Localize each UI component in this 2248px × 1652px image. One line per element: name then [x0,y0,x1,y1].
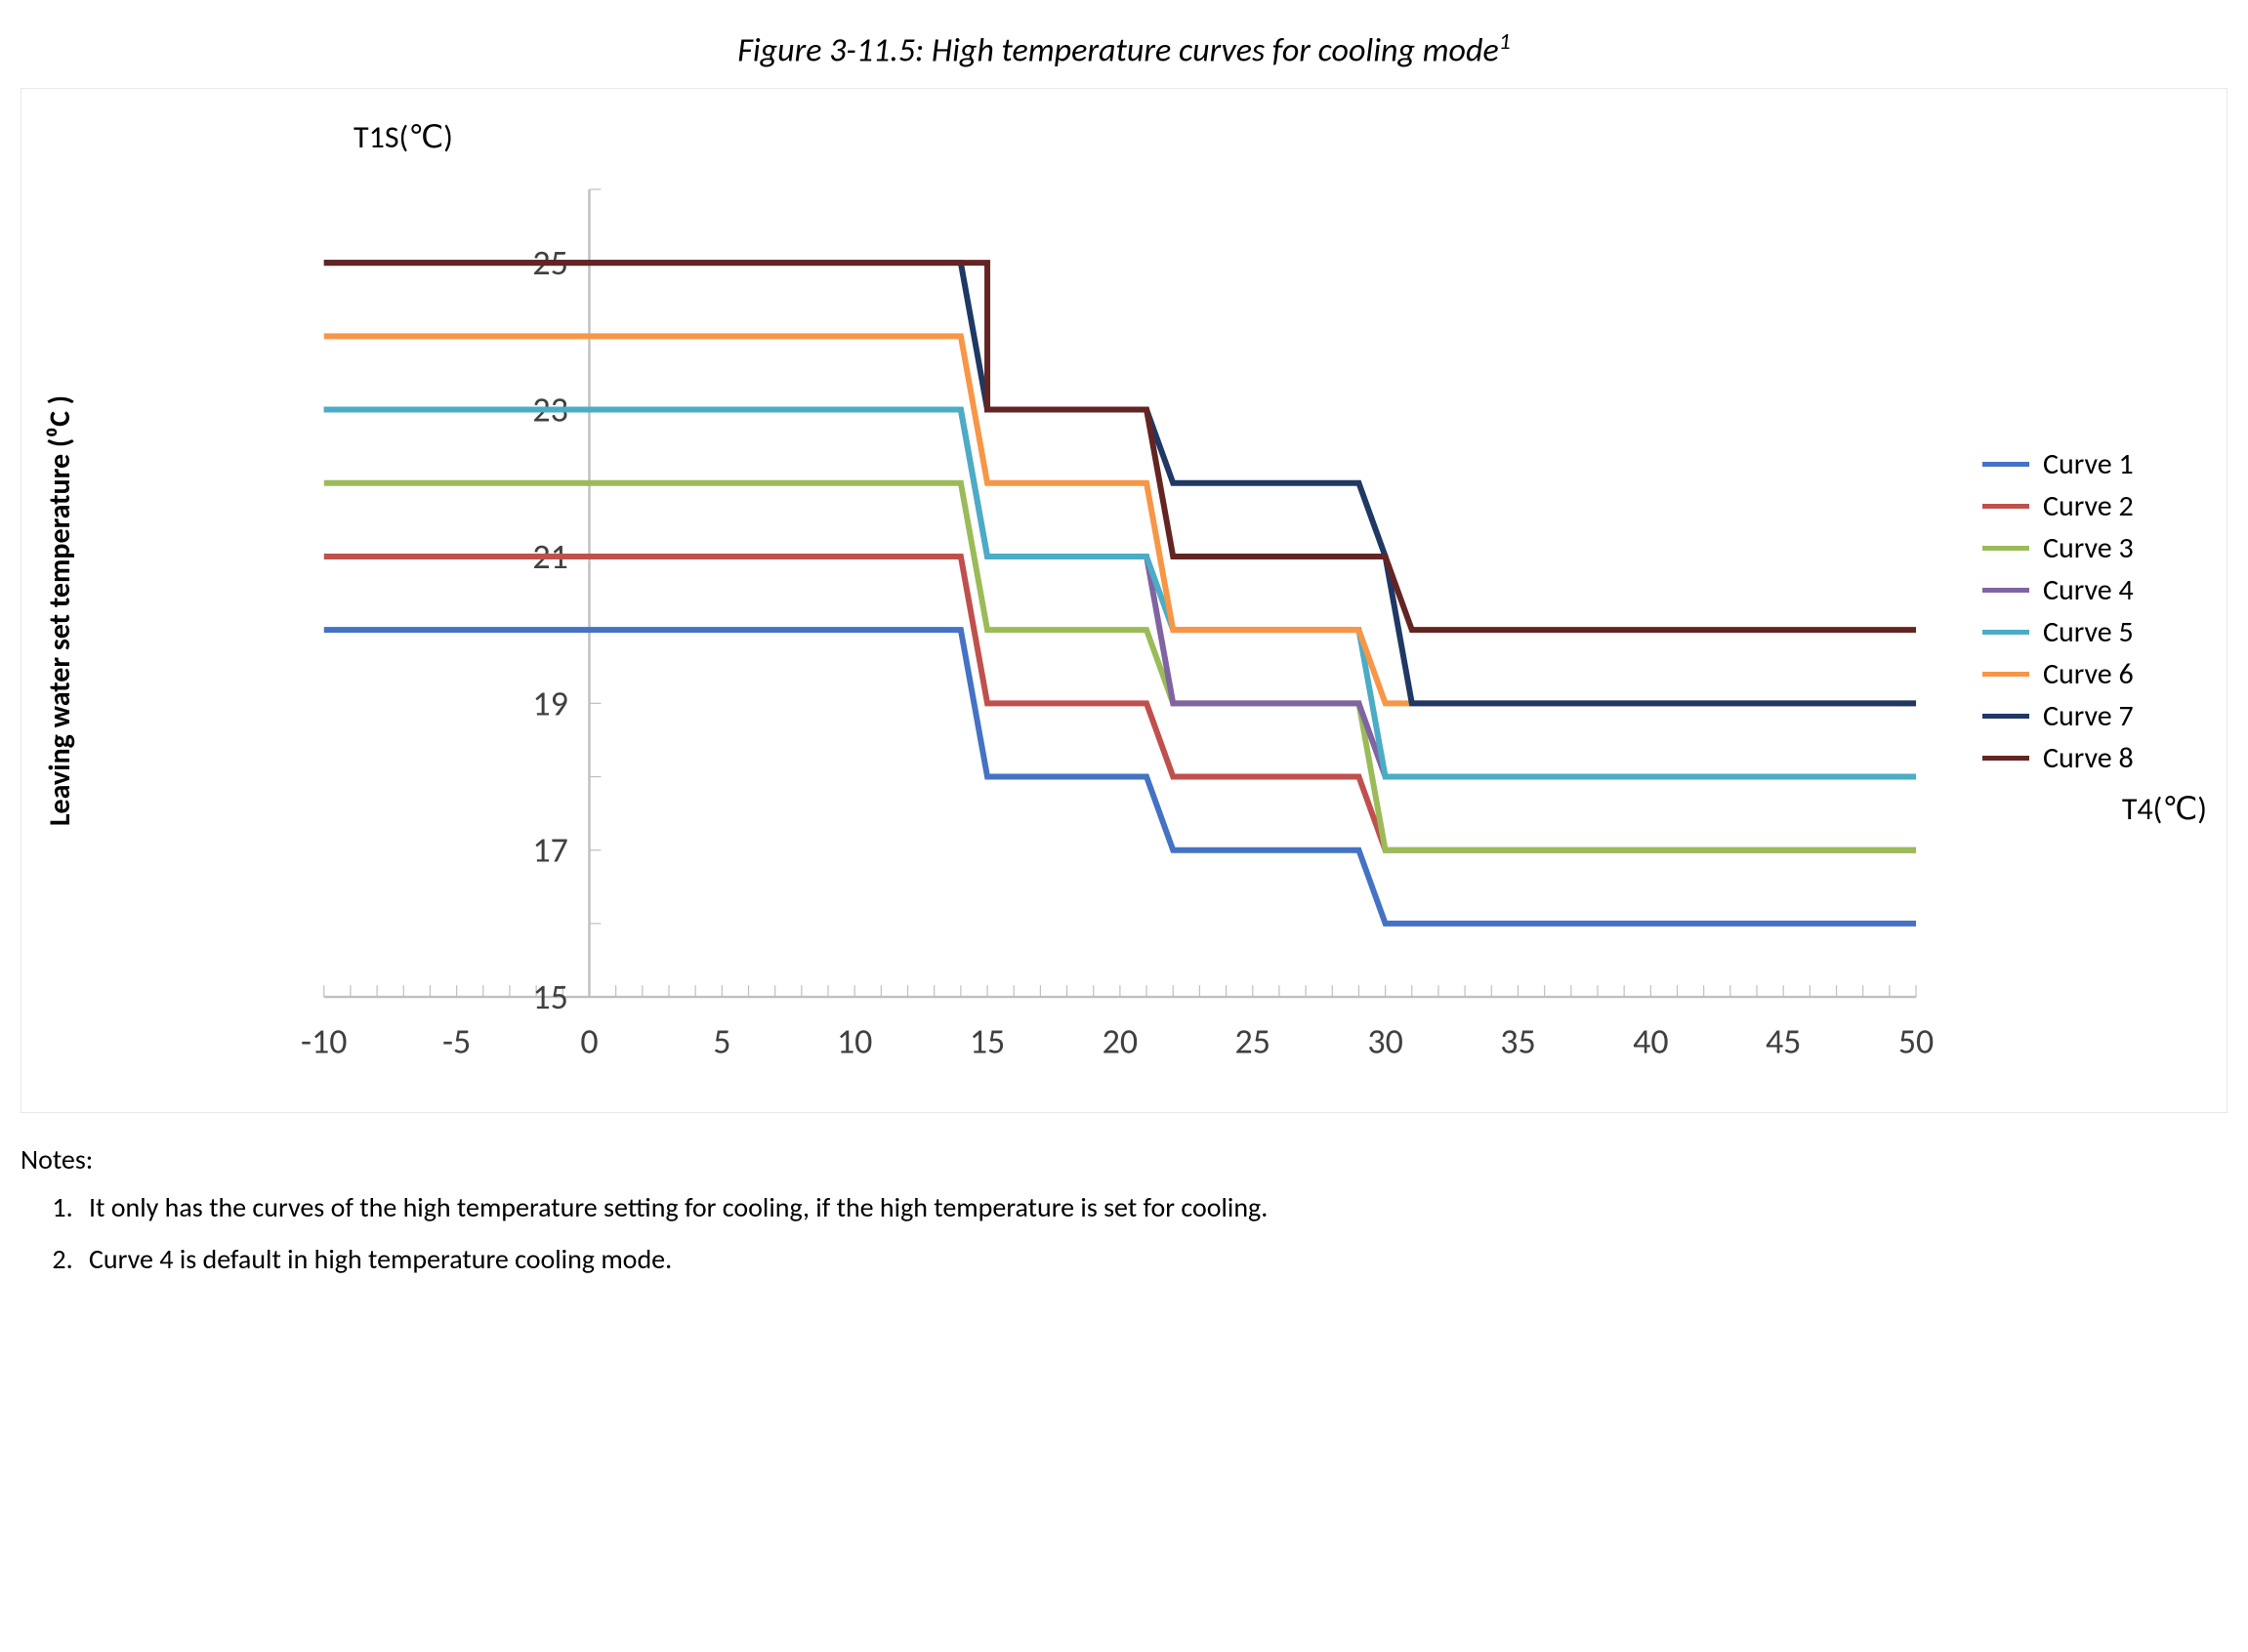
y-axis-external-label: Leaving water set temperature (⁰C ) [43,395,79,826]
x-tick-label: 40 [1633,1020,1668,1063]
legend-item: Curve 2 [1982,488,2217,524]
figure-footnote-mark: 1 [1499,27,1511,56]
x-axis-title: T4(℃) [1982,790,2217,828]
legend-swatch [1982,756,2029,761]
plot-area: -10-505101520253035404550151719212325 [90,166,1963,1102]
chart-svg: -10-505101520253035404550151719212325 [90,166,1963,1102]
legend-label: Curve 3 [2043,530,2134,566]
y-tick-label: 15 [532,975,567,1018]
legend-label: Curve 7 [2043,698,2134,734]
x-tick-label: 5 [713,1020,730,1063]
legend-swatch [1982,504,2029,509]
x-tick-label: 10 [837,1020,872,1063]
legend: Curve 1 Curve 2 Curve 3 Curve 4 Curve 5 Curve… [1963,166,2217,1102]
legend-swatch [1982,630,2029,635]
legend-label: Curve 5 [2043,614,2134,650]
x-tick-label: 50 [1898,1020,1934,1063]
legend-item: Curve 8 [1982,740,2217,776]
x-tick-label: -5 [442,1020,471,1063]
x-tick-label: 0 [580,1020,598,1063]
x-tick-label: 45 [1766,1020,1801,1063]
legend-label: Curve 4 [2043,572,2134,608]
y-tick-label: 17 [532,829,567,872]
notes-list: It only has the curves of the high tempe… [21,1190,2227,1276]
notes-item: Curve 4 is default in high temperature c… [79,1242,2227,1276]
figure-number: 3-11.5 [829,30,915,70]
x-tick-label: 15 [970,1020,1005,1063]
legend-item: Curve 6 [1982,656,2217,692]
legend-swatch [1982,546,2029,551]
legend-item: Curve 7 [1982,698,2217,734]
legend-item: Curve 4 [1982,572,2217,608]
legend-swatch [1982,588,2029,593]
figure-container: Figure 3-11.5: High temperature curves f… [21,27,2227,1276]
chart-box: Leaving water set temperature (⁰C ) T1S(… [21,88,2227,1113]
y-tick-label: 19 [532,682,567,725]
figure-title-prefix: Figure [737,30,829,70]
x-tick-label: -10 [301,1020,347,1063]
y-axis-title: T1S(℃) [354,118,2217,156]
legend-label: Curve 8 [2043,740,2134,776]
legend-item: Curve 1 [1982,446,2217,482]
x-tick-label: 30 [1367,1020,1402,1063]
legend-label: Curve 1 [2043,446,2134,482]
x-tick-label: 35 [1500,1020,1535,1063]
legend-item: Curve 5 [1982,614,2217,650]
notes-heading: Notes: [21,1142,2227,1177]
figure-title-text: High temperature curves for cooling mode [932,30,1499,70]
legend-label: Curve 6 [2043,656,2134,692]
x-tick-label: 20 [1103,1020,1138,1063]
y-axis-external-label-container: Leaving water set temperature (⁰C ) [31,118,90,1102]
notes-item: It only has the curves of the high tempe… [79,1190,2227,1224]
figure-title-sep: : [915,30,932,70]
notes-section: Notes: It only has the curves of the hig… [21,1142,2227,1276]
legend-item: Curve 3 [1982,530,2217,566]
legend-swatch [1982,462,2029,467]
figure-title: Figure 3-11.5: High temperature curves f… [21,27,2227,70]
legend-swatch [1982,714,2029,719]
legend-swatch [1982,672,2029,677]
legend-label: Curve 2 [2043,488,2134,524]
x-tick-label: 25 [1235,1020,1270,1063]
